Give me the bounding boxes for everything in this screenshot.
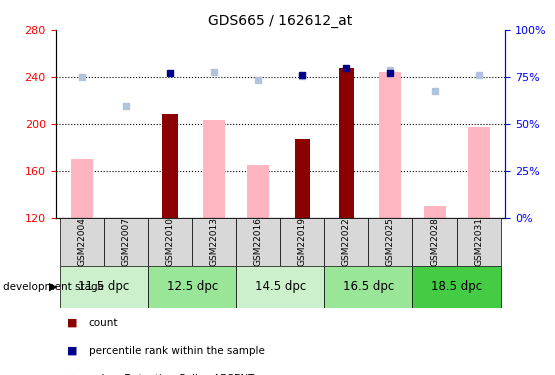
FancyBboxPatch shape (457, 217, 501, 266)
Bar (247, 165, 269, 218)
FancyBboxPatch shape (148, 266, 236, 308)
Text: GSM22031: GSM22031 (474, 217, 483, 266)
FancyBboxPatch shape (192, 217, 236, 266)
FancyBboxPatch shape (148, 217, 192, 266)
FancyBboxPatch shape (104, 217, 148, 266)
Text: 12.5 dpc: 12.5 dpc (166, 280, 218, 293)
FancyBboxPatch shape (60, 266, 148, 308)
Text: 11.5 dpc: 11.5 dpc (78, 280, 130, 293)
Text: ■: ■ (67, 318, 77, 327)
Title: GDS665 / 162612_at: GDS665 / 162612_at (208, 13, 352, 28)
Text: percentile rank within the sample: percentile rank within the sample (89, 346, 265, 355)
Text: value, Detection Call = ABSENT: value, Detection Call = ABSENT (89, 374, 254, 375)
FancyBboxPatch shape (324, 266, 412, 308)
Bar (295, 139, 310, 218)
Bar (339, 68, 354, 218)
Text: development stage: development stage (3, 282, 104, 292)
Text: count: count (89, 318, 118, 327)
Bar (71, 159, 93, 218)
Text: GSM22013: GSM22013 (210, 217, 219, 266)
Bar (467, 127, 490, 218)
Bar (163, 114, 178, 218)
Text: ▶: ▶ (48, 282, 57, 292)
FancyBboxPatch shape (412, 217, 457, 266)
Text: GSM22019: GSM22019 (298, 217, 307, 266)
Bar (203, 120, 225, 218)
Text: GSM22004: GSM22004 (78, 217, 87, 266)
FancyBboxPatch shape (324, 217, 369, 266)
Bar (380, 72, 401, 217)
Text: GSM22016: GSM22016 (254, 217, 263, 266)
Text: GSM22028: GSM22028 (430, 217, 439, 266)
Text: 14.5 dpc: 14.5 dpc (255, 280, 306, 293)
FancyBboxPatch shape (236, 217, 280, 266)
Text: 16.5 dpc: 16.5 dpc (343, 280, 394, 293)
FancyBboxPatch shape (280, 217, 324, 266)
Text: GSM22022: GSM22022 (342, 217, 351, 266)
FancyBboxPatch shape (236, 266, 324, 308)
Text: GSM22007: GSM22007 (122, 217, 130, 266)
Text: ■: ■ (67, 346, 77, 355)
FancyBboxPatch shape (412, 266, 501, 308)
Bar (115, 217, 137, 220)
Text: GSM22025: GSM22025 (386, 217, 395, 266)
Bar (423, 206, 446, 218)
FancyBboxPatch shape (369, 217, 412, 266)
Text: GSM22010: GSM22010 (165, 217, 175, 266)
Text: 18.5 dpc: 18.5 dpc (431, 280, 482, 293)
Text: ■: ■ (67, 374, 77, 375)
FancyBboxPatch shape (60, 217, 104, 266)
